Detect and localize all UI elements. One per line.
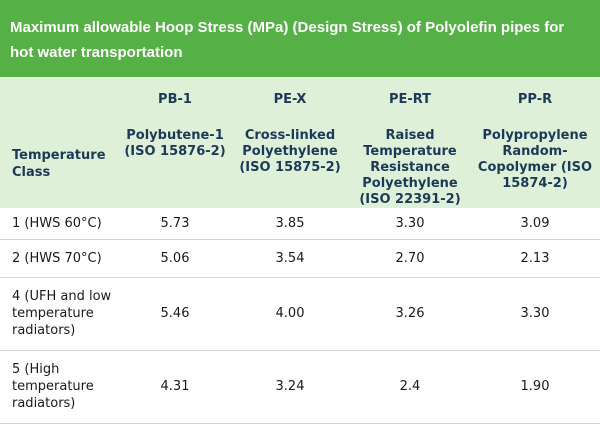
value-cell: 3.54 <box>230 239 350 278</box>
temperature-class-cell: 5 (High temperature radiators) <box>0 350 120 424</box>
table-title: Maximum allowable Hoop Stress (MPa) (Des… <box>0 0 600 77</box>
value-cell: 3.85 <box>230 208 350 240</box>
column-description: Polybutene-1 (ISO 15876-2) <box>124 128 226 159</box>
column-code: PB-1 <box>158 92 192 107</box>
column-header-pb1: PB-1 Polybutene-1 (ISO 15876-2) <box>120 77 230 208</box>
value-cell: 2.13 <box>470 239 600 278</box>
value-cell: 5.73 <box>120 208 230 240</box>
temperature-class-header: Temperature Class <box>12 148 106 180</box>
value-cell: 2.70 <box>350 239 470 278</box>
column-code: PP-R <box>517 92 553 107</box>
value-cell: 3.09 <box>470 208 600 240</box>
value-cell: 4.00 <box>230 277 350 351</box>
table-row: 2 (HWS 70°C) 5.06 3.54 2.70 2.13 <box>0 239 600 278</box>
table-row: 5 (High temperature radiators) 4.31 3.24… <box>0 350 600 424</box>
value-cell: 3.30 <box>350 208 470 240</box>
value-cell: 5.06 <box>120 239 230 278</box>
column-description: Cross-linked Polyethylene (ISO 15875-2) <box>239 128 341 175</box>
value-cell: 3.24 <box>230 350 350 424</box>
value-cell: 4.31 <box>120 350 230 424</box>
value-cell: 2.4 <box>350 350 470 424</box>
column-header-pert: PE-RT Raised Temperature Resistance Poly… <box>350 77 470 208</box>
header-row: Temperature Class PB-1 Polybutene-1 (ISO… <box>0 77 600 208</box>
value-cell: 3.26 <box>350 277 470 351</box>
column-description: Polypropylene Random-Copolymer (ISO 1587… <box>477 128 593 191</box>
hoop-stress-table: Temperature Class PB-1 Polybutene-1 (ISO… <box>0 77 600 424</box>
column-code: PE-RT <box>388 92 432 107</box>
value-cell: 1.90 <box>470 350 600 424</box>
column-code: PE-X <box>273 92 307 107</box>
column-header-ppr: PP-R Polypropylene Random-Copolymer (ISO… <box>470 77 600 208</box>
temperature-class-cell: 4 (UFH and low temperature radiators) <box>0 277 120 351</box>
temperature-class-cell: 2 (HWS 70°C) <box>0 239 120 278</box>
table-row: 4 (UFH and low temperature radiators) 5.… <box>0 277 600 351</box>
temperature-class-cell: 1 (HWS 60°C) <box>0 208 120 240</box>
value-cell: 5.46 <box>120 277 230 351</box>
value-cell: 3.30 <box>470 277 600 351</box>
column-description: Raised Temperature Resistance Polyethyle… <box>359 128 461 207</box>
table-row: 1 (HWS 60°C) 5.73 3.85 3.30 3.09 <box>0 208 600 240</box>
column-header-pex: PE-X Cross-linked Polyethylene (ISO 1587… <box>230 77 350 208</box>
